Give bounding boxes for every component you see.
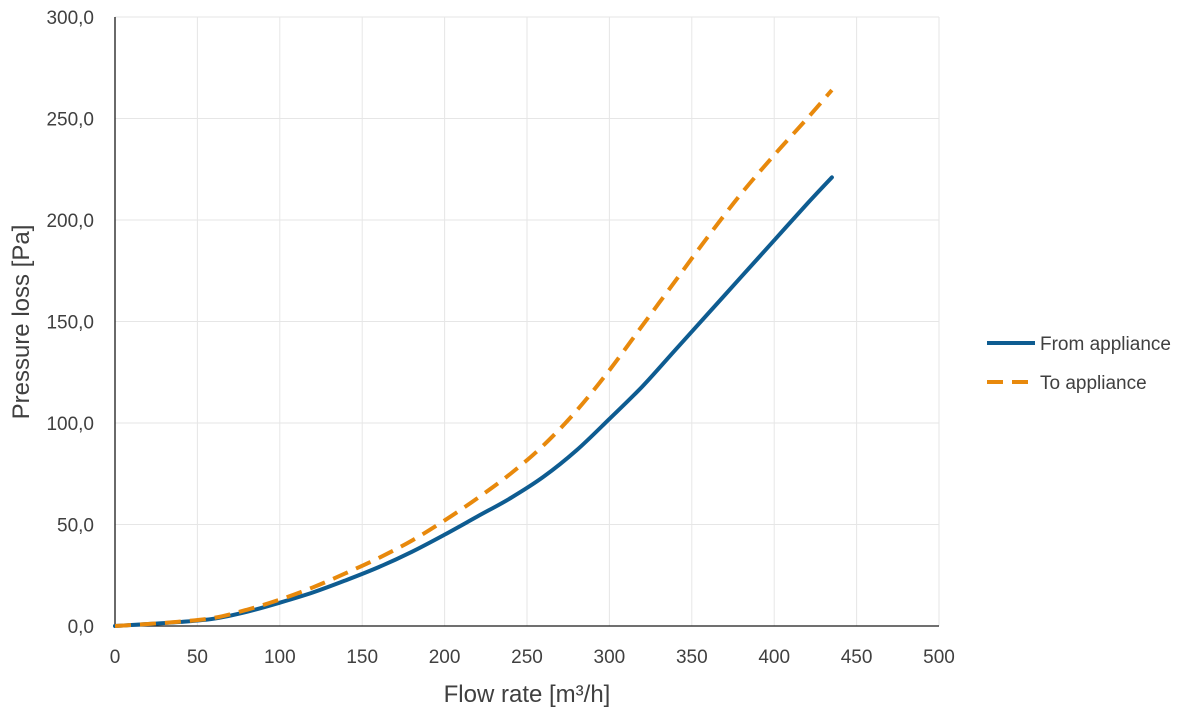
x-tick-label: 150 — [346, 647, 378, 668]
x-tick-label: 100 — [264, 647, 296, 668]
x-tick-label: 500 — [923, 647, 955, 668]
series-line-to-appliance — [114, 88, 834, 628]
y-axis-title: Pressure loss [Pa] — [8, 225, 35, 420]
y-tick-label: 0,0 — [68, 617, 94, 638]
x-tick-label: 400 — [758, 647, 790, 668]
grid — [115, 16, 940, 626]
x-tick-label: 0 — [110, 647, 121, 668]
x-tick-label: 250 — [511, 647, 543, 668]
y-tick-label: 100,0 — [46, 414, 94, 435]
x-tick-label: 450 — [841, 647, 873, 668]
x-axis-title: Flow rate [m³/h] — [444, 681, 611, 708]
x-tick-label: 200 — [429, 647, 461, 668]
x-tick-label: 300 — [594, 647, 626, 668]
y-tick-label: 250,0 — [46, 110, 94, 131]
y-tick-label: 50,0 — [57, 516, 94, 537]
y-tick-label: 150,0 — [46, 313, 94, 334]
legend-label-to-appliance: To appliance — [1040, 373, 1147, 394]
legend: From appliance To appliance — [987, 334, 1171, 394]
series — [113, 88, 834, 628]
x-tick-label: 350 — [676, 647, 708, 668]
tick-labels: 0 50 100 150 200 250 300 350 400 450 500 0,0 50,0 100… — [46, 8, 954, 668]
series-line-from-appliance — [113, 175, 834, 628]
x-tick-label: 50 — [187, 647, 208, 668]
axes — [114, 17, 939, 627]
y-tick-label: 300,0 — [46, 8, 94, 29]
legend-label-from-appliance: From appliance — [1040, 334, 1171, 355]
y-tick-label: 200,0 — [46, 211, 94, 232]
